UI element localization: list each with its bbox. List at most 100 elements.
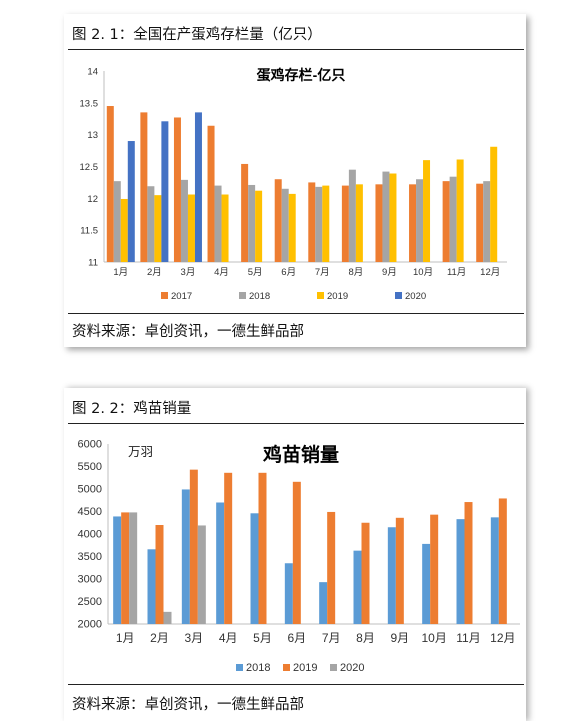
legend-swatch-2018 [236, 664, 243, 671]
bar-2017-8月 [341, 185, 349, 262]
figure-2-source: 资料来源：卓创资讯，一德生鲜品部 [72, 697, 304, 713]
bar-2019-3月 [189, 469, 198, 624]
bar-2019-7月 [322, 185, 330, 262]
bar-2017-9月 [375, 184, 383, 262]
y-tick-label: 3000 [78, 574, 102, 586]
bar-2018-2月 [147, 186, 155, 262]
bar-2019-2月 [154, 195, 162, 262]
bar-2019-4月 [221, 194, 229, 262]
x-category-label: 10月 [413, 267, 433, 278]
legend-swatch-2018 [239, 292, 246, 299]
bar-2017-5月 [241, 163, 249, 262]
y-tick-label: 12 [87, 194, 98, 205]
bar-2017-4月 [207, 125, 215, 262]
chart-title: 鸡苗销量 [262, 443, 339, 466]
bar-2017-7月 [308, 182, 316, 262]
bar-2020-1月 [129, 512, 138, 624]
bar-2019-5月 [258, 472, 267, 624]
x-category-label: 11月 [456, 631, 480, 645]
bar-2019-11月 [456, 159, 464, 262]
x-category-label: 9月 [382, 267, 397, 278]
x-category-label: 9月 [390, 631, 409, 645]
bar-2018-6月 [284, 563, 293, 624]
y-tick-label: 11 [88, 258, 98, 269]
figure-2-heading: 图 2. 2：鸡苗销量 [72, 401, 192, 417]
x-category-label: 2月 [147, 267, 162, 278]
x-category-label: 4月 [214, 267, 229, 278]
legend-label-2020: 2020 [340, 662, 364, 674]
y-tick-label: 13.5 [80, 98, 99, 109]
figure-1-top-rule [68, 49, 524, 50]
x-category-label: 2月 [150, 631, 169, 645]
bar-2018-12月 [490, 517, 499, 624]
x-category-label: 12月 [490, 631, 515, 645]
x-category-label: 11月 [447, 267, 466, 278]
bar-2018-1月 [113, 181, 121, 262]
y-tick-label: 5000 [78, 484, 102, 496]
y-tick-label: 3500 [78, 551, 102, 563]
bar-2019-11月 [464, 502, 473, 624]
x-category-label: 4月 [219, 631, 238, 645]
x-category-label: 8月 [348, 267, 363, 278]
y-tick-label: 11.5 [80, 226, 98, 237]
x-category-label: 7月 [315, 267, 330, 278]
bar-2018-4月 [214, 185, 222, 262]
bar-2019-9月 [395, 517, 404, 624]
bar-2018-11月 [456, 519, 465, 624]
bar-2019-8月 [355, 184, 363, 262]
y-tick-label: 4000 [78, 529, 102, 541]
bar-2019-6月 [292, 481, 301, 624]
bar-2017-6月 [274, 179, 282, 262]
x-category-label: 6月 [287, 631, 306, 645]
legend-label-2020: 2020 [405, 291, 426, 302]
bar-2018-12月 [483, 181, 491, 262]
egg-hen-inventory-chart: 11 11.5 12 12.5 13 13.5 14 1月 2月 3月 4月 5月 6月 7月 8月 9月 10… [80, 67, 507, 302]
bar-2020-1月 [127, 141, 135, 262]
figure-1-bottom-rule [68, 313, 524, 314]
legend-label-2019: 2019 [327, 291, 348, 302]
x-category-label: 12月 [480, 267, 500, 278]
chart-title: 蛋鸡存栏-亿只 [257, 67, 346, 83]
bar-2020-3月 [197, 525, 206, 624]
bar-2019-9月 [389, 173, 397, 262]
figure-2-top-rule [68, 423, 524, 424]
bar-2019-4月 [224, 472, 233, 624]
bar-2020-2月 [161, 121, 169, 262]
x-category-label: 1月 [113, 267, 128, 278]
figure-1-heading: 图 2. 1：全国在产蛋鸡存栏量（亿只） [72, 27, 322, 43]
bar-2018-7月 [315, 186, 323, 262]
x-category-label: 5月 [253, 631, 272, 645]
bar-2019-6月 [288, 193, 296, 262]
bar-2018-5月 [248, 184, 256, 262]
y-tick-label: 12.5 [80, 162, 99, 173]
y-tick-label: 4500 [78, 506, 102, 518]
bar-2017-1月 [106, 106, 114, 263]
figure-2-bottom-rule [68, 684, 524, 685]
bar-2018-9月 [382, 171, 390, 262]
figure-2-card: 图 2. 2：鸡苗销量 2000 2500 3000 3500 4000 4500 5000… [64, 388, 526, 721]
legend-swatch-2019 [283, 664, 290, 671]
bar-2019-1月 [121, 512, 130, 624]
x-category-label: 5月 [248, 267, 263, 278]
bar-2017-12月 [476, 183, 484, 262]
bar-2018-10月 [416, 179, 424, 262]
bar-2018-8月 [348, 169, 356, 262]
bar-2018-1月 [113, 516, 122, 624]
legend-swatch-2020 [330, 664, 337, 671]
bar-2018-2月 [147, 549, 156, 624]
bar-2019-8月 [361, 522, 370, 624]
bar-2020-3月 [194, 112, 202, 262]
x-category-label: 3月 [184, 631, 203, 645]
x-category-label: 7月 [322, 631, 341, 645]
bar-2019-3月 [187, 194, 195, 262]
bar-2018-3月 [181, 489, 190, 624]
bar-2019-5月 [255, 190, 263, 262]
bar-2017-10月 [409, 184, 417, 262]
y-tick-label: 2000 [78, 619, 102, 631]
legend-label-2019: 2019 [293, 662, 317, 674]
bar-2018-5月 [250, 513, 259, 624]
x-category-label: 10月 [421, 631, 446, 645]
x-category-label: 6月 [281, 267, 296, 278]
chick-sales-chart: 2000 2500 3000 3500 4000 4500 5000 5500 6000 1月 2月… [78, 439, 520, 674]
bar-2018-10月 [422, 543, 431, 624]
